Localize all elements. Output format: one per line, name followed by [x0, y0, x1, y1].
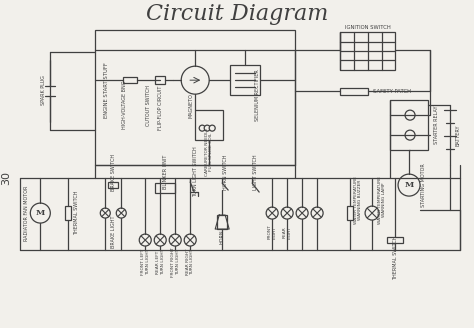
Text: THERMAL SWITCH: THERMAL SWITCH: [74, 191, 79, 235]
Text: IGNITION SWITCH: IGNITION SWITCH: [345, 25, 391, 30]
Circle shape: [405, 110, 415, 120]
Text: CARBURETOR NEEDLE
FUEL SPLICE COIL: CARBURETOR NEEDLE FUEL SPLICE COIL: [205, 128, 213, 176]
Bar: [95, 30, 295, 165]
Circle shape: [100, 208, 110, 218]
Circle shape: [398, 174, 420, 196]
Bar: [108, 182, 118, 188]
Circle shape: [184, 234, 196, 246]
Text: REAR LEFT
TURN LIGHT: REAR LEFT TURN LIGHT: [156, 249, 164, 275]
Text: SPARK PLUG: SPARK PLUG: [41, 75, 46, 105]
Circle shape: [405, 130, 415, 140]
Circle shape: [116, 208, 126, 218]
Text: HORN: HORN: [219, 230, 225, 244]
Circle shape: [296, 207, 308, 219]
Bar: [347, 206, 353, 220]
Text: SAFETY PATCH: SAFETY PATCH: [373, 89, 411, 94]
Circle shape: [169, 234, 181, 246]
Text: BRAKE LIGHT: BRAKE LIGHT: [111, 216, 116, 248]
Text: BLINKER UNIT: BLINKER UNIT: [163, 155, 168, 189]
Text: Circuit Diagram: Circuit Diagram: [146, 3, 328, 25]
Text: BATTERY: BATTERY: [456, 124, 461, 146]
Text: LIGHT SWITCH: LIGHT SWITCH: [253, 154, 258, 190]
Text: HORN SWITCH: HORN SWITCH: [223, 154, 228, 190]
Text: BRAKE SWITCH: BRAKE SWITCH: [111, 154, 116, 191]
Circle shape: [266, 207, 278, 219]
Text: HIGH-VOLTAGE BNG: HIGH-VOLTAGE BNG: [122, 81, 127, 130]
Text: MAGNETO: MAGNETO: [189, 93, 194, 117]
Bar: [217, 215, 227, 229]
Circle shape: [199, 125, 205, 131]
Bar: [195, 110, 223, 140]
Circle shape: [209, 125, 215, 131]
Text: ENGINE START STUFF: ENGINE START STUFF: [104, 62, 109, 118]
Circle shape: [365, 206, 379, 220]
Bar: [340, 32, 395, 70]
Circle shape: [181, 66, 209, 94]
Text: FLIP-FLOP CIRCUIT: FLIP-FLOP CIRCUIT: [158, 86, 163, 130]
Circle shape: [281, 207, 293, 219]
Text: M: M: [36, 209, 45, 217]
Text: TURN LIGHT SWITCH: TURN LIGHT SWITCH: [193, 147, 198, 197]
Text: M: M: [404, 181, 414, 189]
Bar: [123, 77, 137, 83]
Text: SELENIUM RECTIFIER: SELENIUM RECTIFIER: [255, 69, 260, 121]
Bar: [65, 206, 71, 220]
Circle shape: [30, 203, 50, 223]
Bar: [387, 237, 403, 243]
Text: WATER TEMPERATURE
WARNING BUZZER: WATER TEMPERATURE WARNING BUZZER: [354, 176, 363, 224]
Bar: [230, 65, 260, 95]
Text: WATER TEMPERATURE
WARNING LAMP: WATER TEMPERATURE WARNING LAMP: [378, 176, 386, 224]
Text: STARTING MOTOR: STARTING MOTOR: [420, 163, 426, 207]
Text: STARTER RELAY: STARTER RELAY: [434, 106, 438, 144]
Circle shape: [139, 234, 151, 246]
Text: FRONT LEFT
TURN LIGHT: FRONT LEFT TURN LIGHT: [141, 249, 149, 275]
Bar: [155, 76, 165, 84]
Circle shape: [204, 125, 210, 131]
Bar: [155, 183, 175, 193]
Circle shape: [311, 207, 323, 219]
Text: CUTOUT SWITCH: CUTOUT SWITCH: [146, 85, 151, 126]
Text: FRONT
LIGHT: FRONT LIGHT: [268, 225, 276, 239]
Text: THERMAL SWITCH: THERMAL SWITCH: [392, 236, 398, 280]
Text: REAR
LIGHT: REAR LIGHT: [283, 226, 292, 238]
Text: REAR RIGHT
TURN LIGHT: REAR RIGHT TURN LIGHT: [186, 249, 194, 276]
Bar: [390, 100, 428, 150]
Text: 30: 30: [1, 171, 11, 185]
Text: RADIATOR FAN MOTOR: RADIATOR FAN MOTOR: [24, 185, 29, 241]
Text: FRONT RIGHT
TURN LIGHT: FRONT RIGHT TURN LIGHT: [171, 247, 180, 277]
Circle shape: [154, 234, 166, 246]
Bar: [340, 88, 368, 95]
